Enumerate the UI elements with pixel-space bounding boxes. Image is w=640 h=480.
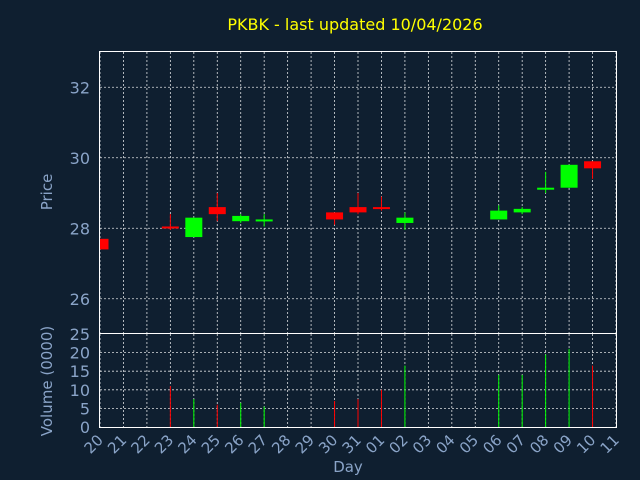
volume-panel-frame	[99, 333, 617, 428]
price-tick-label: 26	[70, 290, 90, 309]
x-tick-label: 05	[456, 431, 482, 457]
candle	[99, 238, 109, 250]
candle	[349, 193, 367, 215]
x-tick-label: 09	[550, 431, 576, 457]
volume-tick-label: 0	[80, 418, 90, 437]
volume-tick-label: 25	[70, 325, 90, 344]
candle	[161, 214, 179, 231]
candle	[537, 171, 555, 193]
x-tick-label: 28	[268, 431, 294, 457]
x-tick-label: 07	[503, 431, 529, 457]
candle	[326, 212, 344, 225]
volume-axis-title: Volume (0000)	[38, 326, 56, 436]
x-tick-label: 31	[339, 431, 365, 457]
candle-body	[232, 215, 250, 222]
candle	[208, 193, 226, 222]
x-tick-label: 03	[409, 431, 435, 457]
x-tick-label: 06	[479, 431, 505, 457]
chart-title: PKBK - last updated 10/04/2026	[227, 15, 482, 34]
candle-body	[185, 217, 203, 238]
x-tick-label: 01	[362, 431, 388, 457]
candle-body	[349, 207, 367, 213]
candle-body	[372, 207, 390, 210]
candle	[185, 217, 203, 238]
candles	[99, 161, 602, 250]
x-axis-title: Day	[333, 458, 363, 476]
x-tick-label: 29	[292, 431, 318, 457]
x-tick-label: 04	[432, 431, 458, 457]
candle	[396, 212, 414, 231]
volume-bars	[169, 348, 594, 427]
candle-body	[560, 164, 578, 188]
x-tick-label: 02	[386, 431, 412, 457]
volume-tick-label: 10	[70, 381, 90, 400]
candle-body	[326, 212, 344, 220]
candle	[513, 207, 531, 215]
x-tick-label: 10	[573, 431, 599, 457]
price-tick-label: 28	[70, 219, 90, 238]
x-tick-label: 08	[526, 431, 552, 457]
grid	[99, 52, 617, 427]
price-tick-label: 30	[70, 149, 90, 168]
price-tick-label: 32	[70, 78, 90, 97]
candle-body	[208, 207, 226, 215]
price-axis: 26 28 30 32	[70, 78, 90, 309]
x-tick-label: 22	[128, 431, 154, 457]
x-tick-label: 21	[104, 431, 130, 457]
volume-tick-label: 5	[80, 399, 90, 418]
candle-body	[513, 208, 531, 213]
candle	[372, 196, 390, 211]
candle	[584, 161, 602, 179]
candle-body	[255, 219, 273, 222]
volume-tick-label: 20	[70, 344, 90, 363]
x-tick-label: 11	[597, 431, 623, 457]
x-tick-label: 25	[198, 431, 224, 457]
candle-body	[584, 161, 602, 169]
candle-body	[537, 187, 555, 190]
x-axis: 2021222324252627282930310102030405060708…	[81, 431, 623, 457]
price-axis-title: Price	[38, 174, 56, 211]
x-tick-label: 24	[174, 431, 200, 457]
candle	[255, 214, 273, 227]
candle	[490, 205, 508, 220]
x-tick-label: 26	[221, 431, 247, 457]
candle-body	[396, 217, 414, 223]
candle	[560, 164, 578, 188]
candle-body	[100, 238, 109, 250]
x-tick-label: 30	[315, 431, 341, 457]
volume-tick-label: 15	[70, 362, 90, 381]
candle-body	[490, 210, 508, 220]
x-tick-label: 23	[151, 431, 177, 457]
candle	[232, 214, 250, 223]
x-tick-label: 27	[245, 431, 271, 457]
candle-body	[161, 226, 179, 229]
